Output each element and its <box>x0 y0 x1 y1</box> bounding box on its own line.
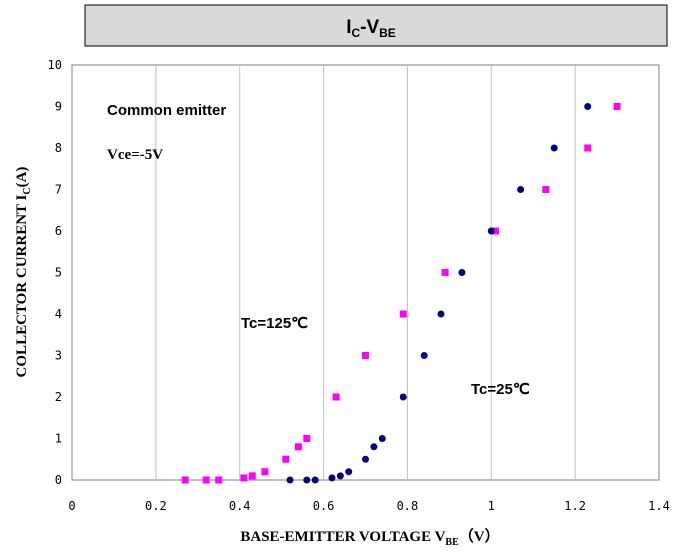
y-tick-label: 10 <box>48 58 62 72</box>
x-tick-label: 1 <box>488 499 495 513</box>
title-box <box>84 4 668 47</box>
data-point-square <box>303 435 311 442</box>
x-tick-label: 0.8 <box>397 499 419 513</box>
x-tick-label: 1.2 <box>564 499 586 513</box>
data-point-square <box>399 310 407 318</box>
data-point-circle <box>336 472 344 480</box>
data-point-circle <box>517 186 525 193</box>
data-point-square <box>441 269 449 276</box>
data-point-circle <box>487 227 495 235</box>
data-point-square <box>294 443 302 451</box>
x-tick-labels: 0 0.2 0.4 0.6 0.8 1 1.2 1.4 <box>68 499 669 513</box>
series-layer <box>181 103 621 484</box>
data-point-circle <box>550 144 558 152</box>
annotation-common-emitter: Common emitter <box>107 102 226 119</box>
x-axis-label: BASE-EMITTER VOLTAGE VBE（V） <box>240 527 499 548</box>
data-point-circle <box>303 476 311 484</box>
data-point-square <box>613 103 621 110</box>
data-point-square <box>362 352 369 359</box>
data-point-square <box>248 472 256 480</box>
data-point-circle <box>399 393 407 401</box>
y-tick-label: 5 <box>55 266 62 280</box>
data-point-square <box>491 227 499 235</box>
data-point-square <box>584 144 592 152</box>
y-tick-label: 6 <box>55 224 62 238</box>
data-point-circle <box>584 103 592 110</box>
series-0 <box>181 103 621 484</box>
x-tick-label: 1.4 <box>648 499 670 513</box>
y-tick-label: 0 <box>55 473 62 487</box>
y-axis-label: COLLECTOR CURRENT IC(A) <box>14 167 33 378</box>
data-point-square <box>202 476 210 484</box>
data-point-circle <box>345 468 353 476</box>
chart-title: IC-VBE <box>346 17 396 40</box>
data-point-circle <box>458 269 466 276</box>
data-point-circle <box>370 443 378 451</box>
data-point-square <box>240 474 248 482</box>
data-point-square <box>261 468 269 476</box>
annotation-vce: Vce=-5V <box>107 147 163 163</box>
data-point-circle <box>311 476 319 484</box>
data-point-circle <box>362 455 369 463</box>
y-tick-label: 1 <box>55 432 62 446</box>
data-point-circle <box>420 352 428 359</box>
plot-area <box>71 64 660 481</box>
data-point-square <box>542 186 550 193</box>
y-tick-label: 7 <box>55 183 62 197</box>
x-tick-label: 0.4 <box>229 499 251 513</box>
y-tick-label: 8 <box>55 141 62 155</box>
data-point-square <box>332 393 340 401</box>
data-point-square <box>181 476 189 484</box>
grid <box>155 65 576 480</box>
x-tick-label: 0.2 <box>145 499 167 513</box>
data-point-circle <box>328 474 336 482</box>
series-1 <box>286 103 592 484</box>
x-tick-label: 0.6 <box>313 499 335 513</box>
y-tick-label: 3 <box>55 349 62 363</box>
data-point-circle <box>286 476 294 484</box>
data-point-square <box>282 455 290 463</box>
y-tick-label: 9 <box>55 100 62 114</box>
data-point-circle <box>378 435 386 442</box>
y-tick-labels: 0 1 2 3 4 5 6 7 8 9 10 <box>48 58 62 487</box>
y-tick-label: 2 <box>55 390 62 404</box>
data-point-square <box>215 476 223 484</box>
x-tick-label: 0 <box>68 499 75 513</box>
data-point-circle <box>437 310 445 318</box>
y-tick-label: 4 <box>55 307 62 321</box>
annotation-tc125: Tc=125℃ <box>241 315 308 332</box>
annotation-tc25: Tc=25℃ <box>471 381 530 398</box>
